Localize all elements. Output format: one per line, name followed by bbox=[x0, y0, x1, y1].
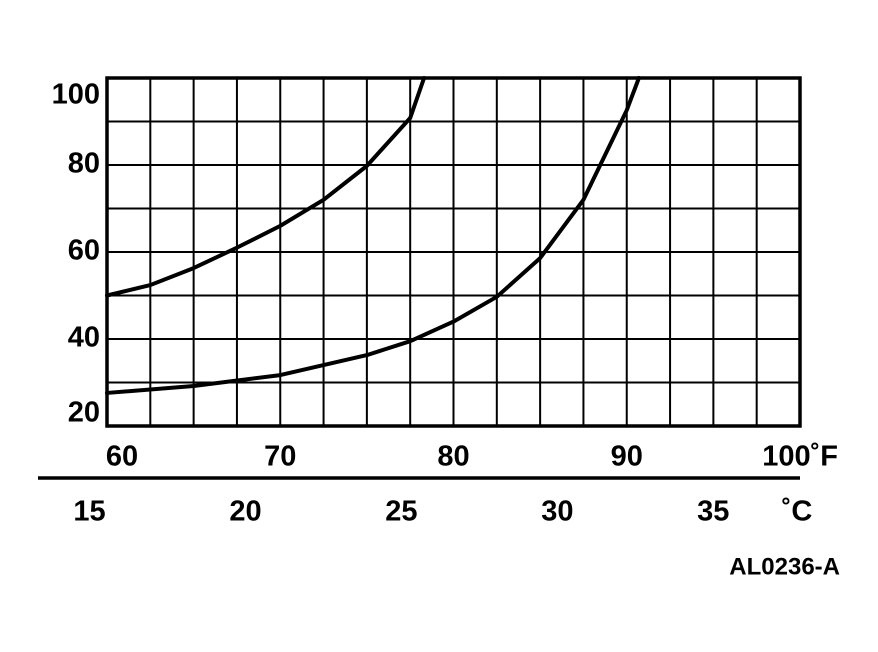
y-tick-label: 60 bbox=[68, 235, 100, 267]
x2-unit-label: ˚C bbox=[782, 496, 813, 528]
x-tick-label: 100˚F bbox=[762, 441, 838, 473]
x2-tick-label: 35 bbox=[697, 496, 729, 528]
curve bbox=[105, 76, 641, 395]
x2-tick-label: 20 bbox=[229, 496, 261, 528]
y-tick-label: 40 bbox=[68, 322, 100, 354]
x2-tick-label: 30 bbox=[541, 496, 573, 528]
x-tick-label: 90 bbox=[611, 441, 643, 473]
plot-border bbox=[105, 76, 802, 428]
curve bbox=[105, 76, 427, 298]
x2-tick-label: 25 bbox=[385, 496, 417, 528]
x-tick-label: 60 bbox=[106, 441, 138, 473]
y-tick-label: 20 bbox=[68, 397, 100, 429]
x2-tick-label: 15 bbox=[73, 496, 105, 528]
x-tick-label: 70 bbox=[264, 441, 296, 473]
x-tick-label: 80 bbox=[437, 441, 469, 473]
figure-code: AL0236-A bbox=[729, 553, 840, 580]
y-tick-label: 80 bbox=[68, 148, 100, 180]
y-tick-label: 100 bbox=[52, 79, 100, 111]
